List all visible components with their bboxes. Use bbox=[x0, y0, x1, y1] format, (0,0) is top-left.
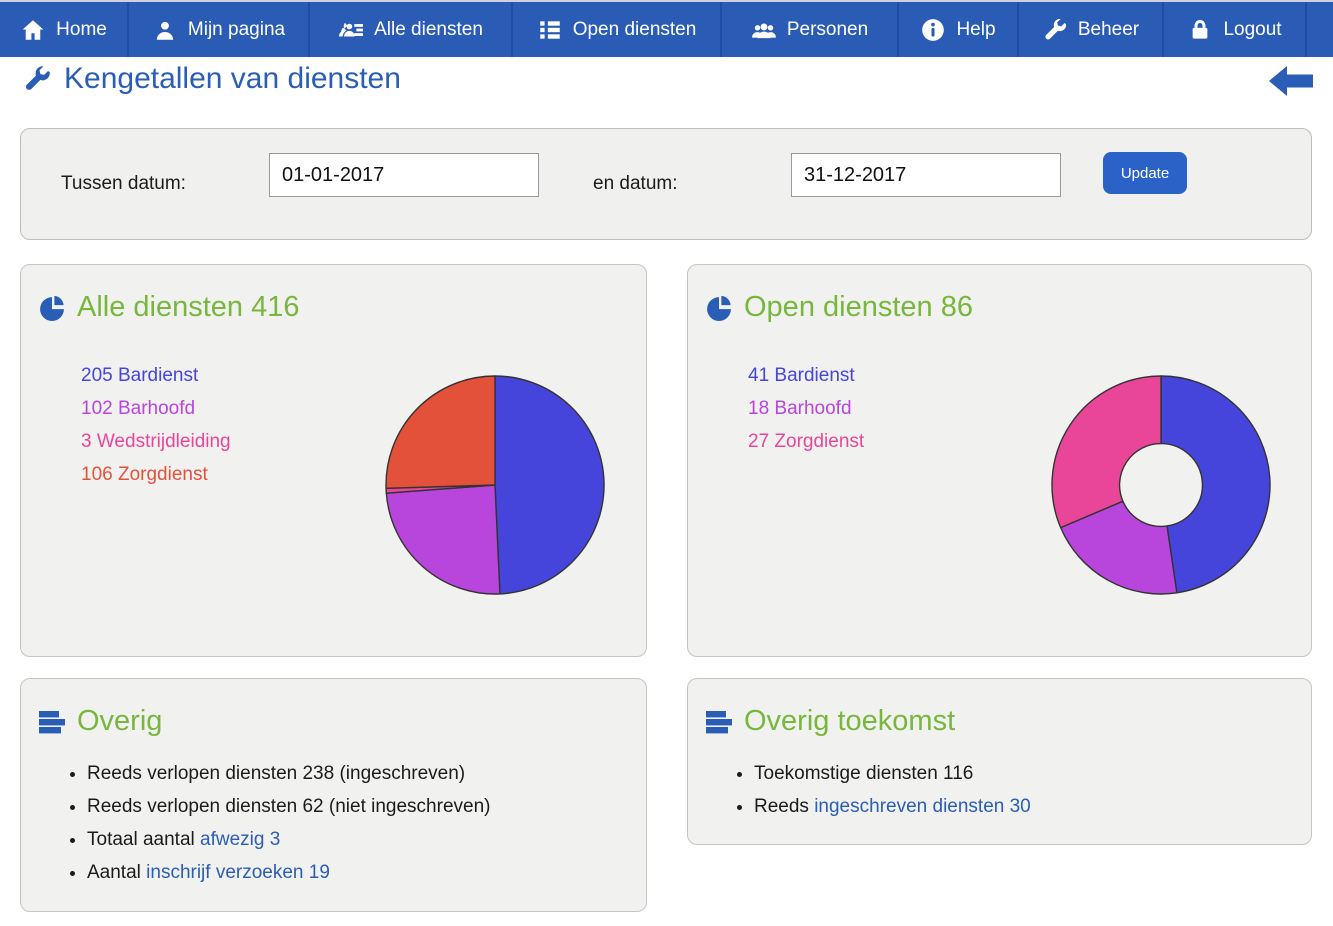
to-date-label: en datum: bbox=[593, 173, 678, 194]
panel-title: Alle diensten 416 bbox=[39, 291, 300, 324]
nav-label: Open diensten bbox=[572, 18, 697, 40]
panel-title: Overig toekomst bbox=[706, 705, 955, 738]
wrench-icon bbox=[22, 64, 52, 94]
panel-overig-toekomst: Overig toekomst Toekomstige diensten 116… bbox=[687, 678, 1312, 845]
user-list-icon bbox=[338, 17, 364, 43]
overig-list: Reeds verlopen diensten 238 (ingeschreve… bbox=[21, 757, 490, 889]
back-arrow-icon[interactable] bbox=[1269, 64, 1313, 98]
list-item: Reeds verlopen diensten 238 (ingeschreve… bbox=[87, 757, 490, 790]
inschrijf-verzoeken-link[interactable]: inschrijf verzoeken 19 bbox=[146, 862, 330, 883]
page-title-text: Kengetallen van diensten bbox=[64, 62, 401, 95]
nav-personen[interactable]: Personen bbox=[722, 2, 899, 57]
nav-label: Help bbox=[956, 18, 996, 40]
afwezig-link[interactable]: afwezig 3 bbox=[200, 829, 281, 850]
list-item: Reeds ingeschreven diensten 30 bbox=[754, 790, 1031, 823]
nav-help[interactable]: Help bbox=[899, 2, 1019, 57]
info-icon bbox=[920, 17, 946, 43]
legend-item: 102 Barhoofd bbox=[81, 398, 196, 419]
legend-item: 3 Wedstrijdleiding bbox=[81, 431, 231, 452]
list-item: Aantal inschrijf verzoeken 19 bbox=[87, 856, 490, 889]
top-nav: Home Mijn pagina Alle diensten bbox=[0, 0, 1333, 57]
list-item: Toekomstige diensten 116 bbox=[754, 757, 1031, 790]
nav-label: Personen bbox=[786, 18, 869, 40]
panel-title: Overig bbox=[39, 705, 162, 738]
panel-title-text: Alle diensten 416 bbox=[77, 291, 300, 323]
nav-logout[interactable]: Logout bbox=[1164, 2, 1307, 57]
donut-chart-open-diensten bbox=[1051, 375, 1271, 595]
user-icon bbox=[152, 17, 178, 43]
wrench-icon bbox=[1042, 17, 1068, 43]
chart-legend: 205 Bardienst 102 Barhoofd 3 Wedstrijdle… bbox=[81, 359, 231, 491]
panel-title-text: Open diensten 86 bbox=[744, 291, 973, 323]
date-filter-bar: Tussen datum: en datum: Update bbox=[20, 128, 1312, 240]
legend-item: 106 Zorgdienst bbox=[81, 464, 208, 485]
legend-item: 18 Barhoofd bbox=[748, 398, 852, 419]
panel-title: Open diensten 86 bbox=[706, 291, 973, 324]
nav-open-diensten[interactable]: Open diensten bbox=[513, 2, 722, 57]
nav-label: Beheer bbox=[1077, 18, 1140, 40]
from-date-input[interactable] bbox=[269, 153, 539, 197]
nav-label: Mijn pagina bbox=[187, 18, 286, 40]
nav-label: Home bbox=[56, 18, 107, 40]
home-icon bbox=[20, 17, 46, 43]
overig-toekomst-list: Toekomstige diensten 116 Reeds ingeschre… bbox=[688, 757, 1031, 823]
panel-open-diensten: Open diensten 86 41 Bardienst 18 Barhoof… bbox=[687, 264, 1312, 657]
legend-item: 27 Zorgdienst bbox=[748, 431, 865, 452]
pie-chart-alle-diensten bbox=[385, 375, 605, 595]
users-icon bbox=[751, 17, 777, 43]
lock-icon bbox=[1187, 17, 1213, 43]
update-button[interactable]: Update bbox=[1103, 152, 1187, 194]
legend-item: 205 Bardienst bbox=[81, 365, 199, 386]
panel-alle-diensten: Alle diensten 416 205 Bardienst 102 Barh… bbox=[20, 264, 647, 657]
to-date-input[interactable] bbox=[791, 153, 1061, 197]
pie-chart-icon bbox=[39, 295, 65, 321]
page-title: Kengetallen van diensten bbox=[22, 62, 401, 96]
nav-mijn-pagina[interactable]: Mijn pagina bbox=[129, 2, 310, 57]
ingeschreven-diensten-link[interactable]: ingeschreven diensten 30 bbox=[814, 796, 1031, 817]
panel-overig: Overig Reeds verlopen diensten 238 (inge… bbox=[20, 678, 647, 912]
from-date-label: Tussen datum: bbox=[61, 173, 186, 194]
panel-title-text: Overig toekomst bbox=[744, 705, 956, 737]
pie-chart-icon bbox=[706, 295, 732, 321]
list-item: Totaal aantal afwezig 3 bbox=[87, 823, 490, 856]
bars-icon bbox=[39, 709, 65, 735]
legend-item: 41 Bardienst bbox=[748, 365, 855, 386]
nav-label: Alle diensten bbox=[374, 18, 483, 40]
bars-icon bbox=[706, 709, 732, 735]
list-item: Reeds verlopen diensten 62 (niet ingesch… bbox=[87, 790, 490, 823]
nav-home[interactable]: Home bbox=[0, 2, 129, 57]
chart-legend: 41 Bardienst 18 Barhoofd 27 Zorgdienst bbox=[748, 359, 864, 458]
list-icon bbox=[537, 17, 563, 43]
nav-alle-diensten[interactable]: Alle diensten bbox=[310, 2, 513, 57]
panel-title-text: Overig bbox=[77, 705, 163, 737]
nav-label: Logout bbox=[1223, 18, 1282, 40]
nav-beheer[interactable]: Beheer bbox=[1019, 2, 1164, 57]
